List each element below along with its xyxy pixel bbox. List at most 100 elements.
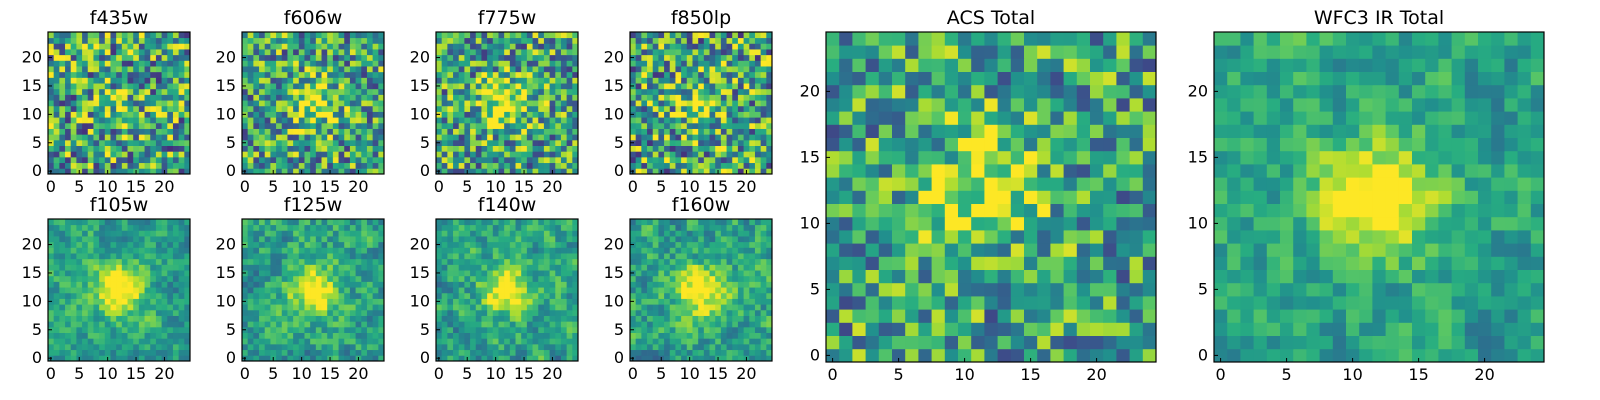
- heatmap-cell: [332, 275, 339, 282]
- heatmap-cell: [630, 100, 637, 107]
- heatmap-cell: [321, 151, 328, 158]
- heatmap-cell: [532, 281, 539, 288]
- heatmap-cell: [121, 253, 128, 260]
- heatmap-cell: [293, 83, 300, 90]
- heatmap-cell: [698, 315, 705, 322]
- heatmap-cell: [76, 304, 83, 311]
- heatmap-cell: [315, 162, 322, 169]
- heatmap-cell: [144, 253, 151, 260]
- heatmap-cell: [543, 43, 550, 50]
- heatmap-cell: [669, 315, 676, 322]
- heatmap-cell: [543, 247, 550, 254]
- heatmap-cell: [492, 338, 499, 345]
- heatmap-cell: [543, 32, 550, 39]
- heatmap-cell: [338, 343, 345, 351]
- heatmap-cell: [504, 355, 511, 362]
- heatmap-cell: [110, 332, 117, 339]
- heatmap-cell: [760, 281, 767, 288]
- heatmap-cell: [76, 349, 83, 356]
- heatmap-cell: [447, 287, 454, 294]
- heatmap-cell: [82, 309, 89, 316]
- heatmap-cell: [70, 247, 77, 254]
- heatmap-cell: [70, 134, 77, 141]
- heatmap-cell: [53, 298, 60, 305]
- heatmap-cell: [87, 338, 94, 345]
- heatmap-cell: [304, 236, 311, 243]
- heatmap-cell: [630, 338, 637, 345]
- heatmap-cell: [304, 349, 311, 356]
- heatmap-cell: [543, 258, 550, 265]
- heatmap-cell: [749, 151, 756, 158]
- heatmap-cell: [669, 332, 676, 339]
- heatmap-cell: [754, 60, 762, 67]
- heatmap-cell: [436, 309, 443, 316]
- heatmap-cell: [441, 83, 448, 90]
- heatmap-cell: [378, 111, 385, 118]
- heatmap-cell: [635, 338, 642, 345]
- heatmap-cell: [287, 66, 294, 73]
- heatmap-cell: [572, 241, 579, 248]
- heatmap-cell: [76, 151, 83, 158]
- heatmap-cell: [264, 94, 271, 101]
- heatmap-cell: [560, 32, 568, 39]
- heatmap-cell: [144, 32, 151, 39]
- heatmap-cell: [344, 270, 351, 277]
- heatmap-cell: [315, 117, 322, 124]
- heatmap-cell: [247, 236, 254, 243]
- heatmap-cell: [161, 219, 168, 226]
- heatmap-cell: [521, 253, 528, 260]
- heatmap-cell: [59, 54, 66, 61]
- heatmap-cell: [59, 321, 66, 328]
- heatmap-cell: [315, 338, 322, 345]
- heatmap-cell: [526, 219, 533, 226]
- heatmap-cell: [515, 236, 522, 243]
- heatmap-cell: [133, 304, 140, 311]
- heatmap-cell: [641, 292, 648, 299]
- heatmap-cell: [532, 43, 539, 50]
- heatmap-cell: [372, 270, 379, 277]
- heatmap-cell: [281, 230, 288, 237]
- heatmap-cell: [259, 105, 266, 112]
- heatmap-cell: [658, 134, 665, 141]
- heatmap-cell: [543, 134, 550, 141]
- heatmap-cell: [304, 309, 311, 316]
- heatmap-cell: [155, 236, 162, 243]
- heatmap-cell: [338, 71, 345, 78]
- heatmap-cell: [178, 253, 185, 260]
- heatmap-cell: [664, 49, 671, 56]
- heatmap-cell: [549, 49, 556, 56]
- heatmap-cell: [110, 111, 117, 118]
- heatmap-cell: [264, 275, 271, 282]
- heatmap-cell: [315, 270, 322, 277]
- heatmap-cell: [121, 117, 128, 124]
- heatmap-cell: [172, 292, 180, 299]
- heatmap-cell: [378, 43, 385, 50]
- heatmap-cell: [82, 241, 89, 248]
- heatmap-cell: [549, 304, 556, 311]
- heatmap-cell: [532, 60, 539, 67]
- heatmap-cell: [681, 77, 688, 84]
- heatmap-cell: [652, 270, 659, 277]
- heatmap-cell: [749, 77, 756, 84]
- heatmap-cell: [635, 349, 642, 356]
- heatmap-cell: [378, 88, 385, 95]
- heatmap-cell: [504, 105, 511, 112]
- heatmap-cell: [276, 326, 283, 333]
- y-tick-label: 15: [410, 263, 430, 282]
- heatmap-cell: [293, 292, 300, 299]
- heatmap-cell: [116, 139, 123, 146]
- heatmap-cell: [344, 230, 351, 237]
- heatmap-cell: [532, 219, 539, 226]
- heatmap-cell: [310, 88, 317, 95]
- heatmap-cell: [133, 151, 140, 158]
- heatmap-cell: [475, 258, 482, 265]
- heatmap-cell: [521, 134, 528, 141]
- heatmap-cell: [635, 151, 642, 158]
- heatmap-cell: [48, 253, 55, 260]
- heatmap-cell: [361, 94, 368, 101]
- heatmap-cell: [247, 168, 254, 175]
- heatmap-cell: [110, 281, 117, 288]
- heatmap-cell: [276, 100, 283, 107]
- heatmap-cell: [720, 275, 727, 282]
- heatmap-cell: [264, 281, 271, 288]
